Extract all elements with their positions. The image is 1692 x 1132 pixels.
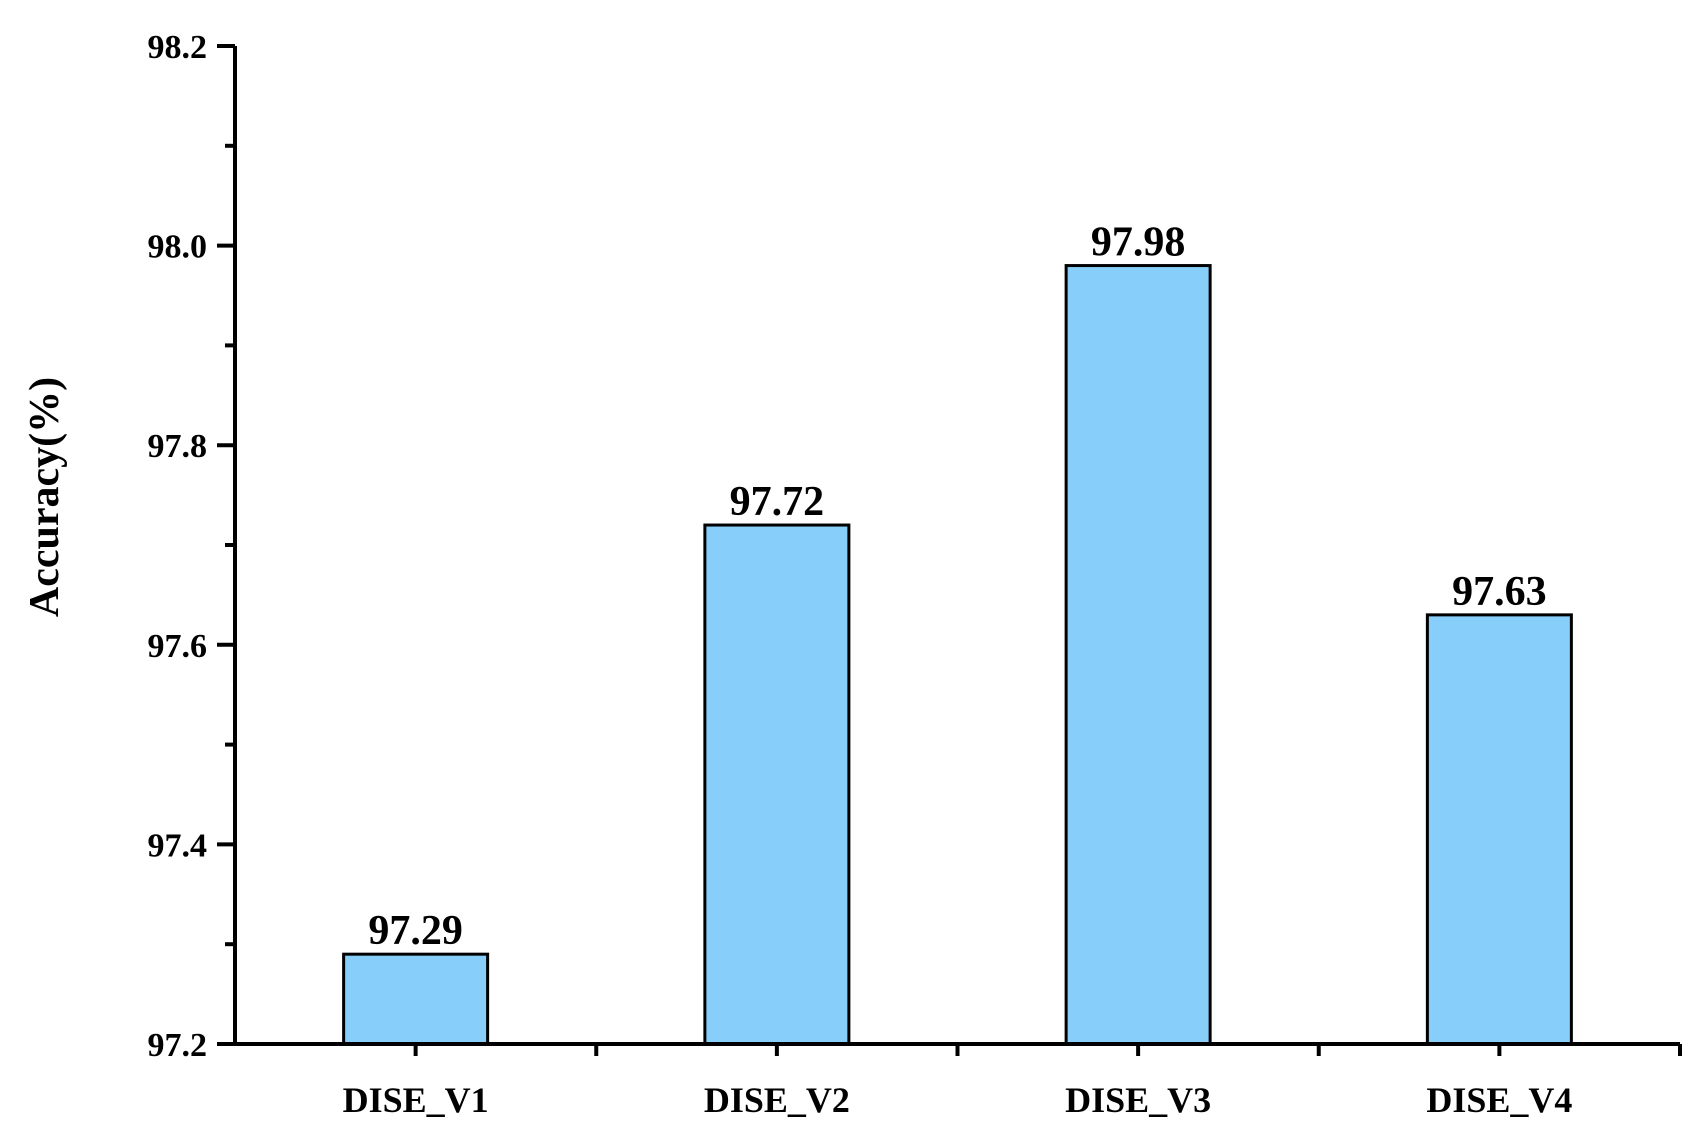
bar-dise-v3 <box>1064 264 1212 1046</box>
y-axis-title: Accuracy(%) <box>22 377 68 617</box>
bars <box>342 264 1573 1046</box>
y-tick-label: 98.0 <box>148 229 208 266</box>
y-tick-label: 97.6 <box>148 628 208 665</box>
data-label-dise-v2: 97.72 <box>730 479 825 525</box>
data-label-dise-v1: 97.29 <box>368 908 463 954</box>
data-label-dise-v3: 97.98 <box>1091 220 1186 266</box>
bar-dise-v4 <box>1425 613 1573 1046</box>
bar-dise-v1 <box>342 952 490 1046</box>
y-tick-label: 98.2 <box>148 29 208 66</box>
x-category-label: DISE_V1 <box>343 1080 489 1120</box>
y-tick-label: 97.8 <box>148 428 208 465</box>
x-category-label: DISE_V4 <box>1426 1080 1572 1120</box>
bar-dise-v2 <box>703 523 851 1046</box>
y-tick-label: 97.2 <box>148 1027 208 1064</box>
data-labels: 97.29 97.72 97.98 97.63 <box>368 220 1546 955</box>
x-category-label: DISE_V3 <box>1065 1080 1211 1120</box>
x-axis-category-labels: DISE_V1 DISE_V2 DISE_V3 DISE_V4 <box>343 1080 1573 1120</box>
axes <box>233 46 1680 1046</box>
x-category-label: DISE_V2 <box>704 1080 850 1120</box>
data-label-dise-v4: 97.63 <box>1452 569 1547 615</box>
y-axis-ticks: 97.2 97.4 97.6 97.8 98.0 98.2 <box>148 29 1682 1064</box>
y-tick-label: 97.4 <box>148 827 208 864</box>
